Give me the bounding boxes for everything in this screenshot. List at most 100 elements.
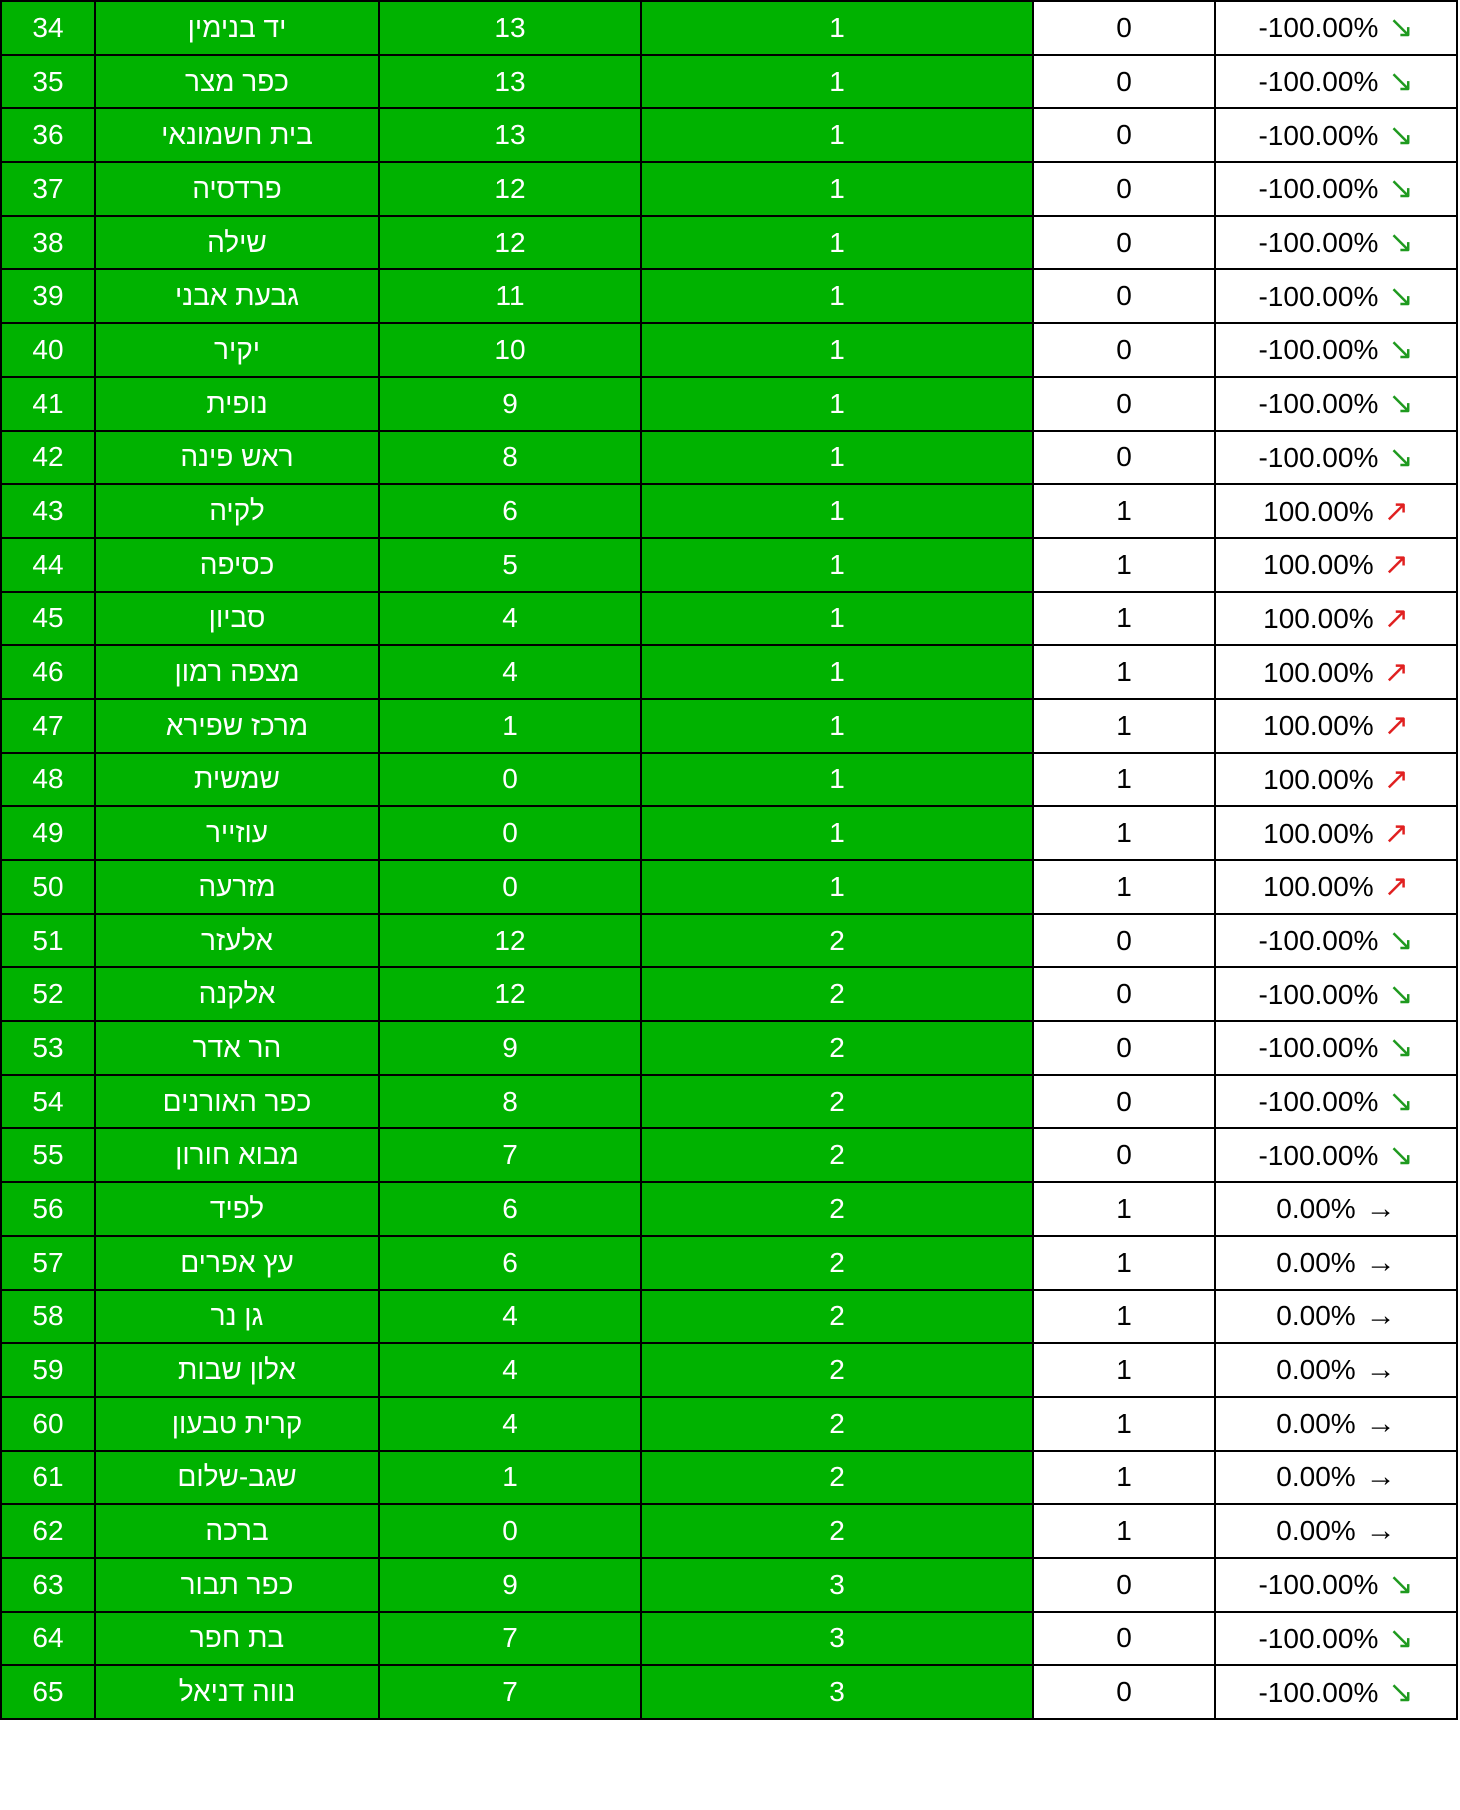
rank-cell: 50 (0, 859, 96, 915)
arrow-up-right-icon: ↗ (1383, 816, 1409, 850)
arrow-down-right-icon: ↘ (1388, 11, 1414, 45)
name-cell: ראש פינה (94, 429, 380, 486)
value-b-cell: 1 (640, 859, 1034, 915)
name-cell: אלעזר (94, 912, 380, 969)
name-cell: שגב-שלום (94, 1449, 380, 1506)
change-cell: -100.00% ↘ (1214, 912, 1458, 969)
value-c-cell: 1 (1032, 859, 1216, 915)
change-percent: -100.00% (1258, 1569, 1379, 1601)
value-b-cell: 1 (640, 644, 1034, 700)
change-cell: -100.00% ↘ (1214, 1127, 1458, 1184)
name-cell: פרדסיה (94, 161, 380, 217)
value-a-cell: 13 (378, 107, 642, 164)
change-percent: -100.00% (1258, 227, 1379, 259)
change-percent: 100.00% (1263, 710, 1374, 742)
name-cell: שמשית (94, 751, 380, 808)
change-percent: 0.00% (1276, 1461, 1356, 1493)
change-percent: 0.00% (1276, 1515, 1356, 1547)
table-row: 37 פרדסיה 12 1 0 -100.00% ↘ (0, 161, 1458, 217)
value-b-cell: 2 (640, 1503, 1034, 1559)
value-b-cell: 1 (640, 53, 1034, 110)
rank-cell: 53 (0, 1020, 96, 1076)
value-c-cell: 0 (1032, 375, 1216, 432)
name-cell: יד בנימין (94, 0, 380, 56)
name-cell: כפר מצר (94, 53, 380, 110)
rank-cell: 56 (0, 1181, 96, 1237)
value-b-cell: 1 (640, 536, 1034, 593)
change-percent: -100.00% (1258, 66, 1379, 98)
value-c-cell: 0 (1032, 53, 1216, 110)
value-a-cell: 6 (378, 483, 642, 539)
change-cell: -100.00% ↘ (1214, 429, 1458, 486)
rank-cell: 60 (0, 1395, 96, 1452)
table-row: 59 אלון שבות 4 2 1 0.00% → (0, 1342, 1458, 1398)
rank-cell: 62 (0, 1503, 96, 1559)
value-c-cell: 1 (1032, 1395, 1216, 1452)
change-cell: -100.00% ↘ (1214, 268, 1458, 325)
table-row: 35 כפר מצר 13 1 0 -100.00% ↘ (0, 53, 1458, 110)
arrow-down-right-icon: ↘ (1388, 172, 1414, 206)
change-percent: 0.00% (1276, 1300, 1356, 1332)
name-cell: אלקנה (94, 966, 380, 1023)
value-c-cell: 1 (1032, 590, 1216, 647)
rank-cell: 65 (0, 1664, 96, 1720)
change-cell: 0.00% → (1214, 1181, 1458, 1237)
value-a-cell: 13 (378, 0, 642, 56)
change-percent: -100.00% (1258, 978, 1379, 1010)
arrow-up-right-icon: ↗ (1383, 548, 1409, 582)
value-c-cell: 0 (1032, 107, 1216, 164)
change-cell: 100.00% ↗ (1214, 751, 1458, 808)
name-cell: נווה דניאל (94, 1664, 380, 1720)
change-percent: -100.00% (1258, 925, 1379, 957)
arrow-down-right-icon: ↘ (1388, 65, 1414, 99)
arrow-up-right-icon: ↗ (1383, 709, 1409, 743)
change-percent: 0.00% (1276, 1192, 1356, 1224)
arrow-right-icon: → (1365, 1514, 1396, 1548)
table-row: 45 סביון 4 1 1 100.00% ↗ (0, 590, 1458, 647)
value-a-cell: 6 (378, 1234, 642, 1291)
value-c-cell: 0 (1032, 0, 1216, 56)
rank-cell: 61 (0, 1449, 96, 1506)
rank-cell: 46 (0, 644, 96, 700)
value-c-cell: 1 (1032, 1449, 1216, 1506)
rank-cell: 41 (0, 375, 96, 432)
rank-cell: 58 (0, 1288, 96, 1345)
change-cell: -100.00% ↘ (1214, 53, 1458, 110)
table-row: 36 בית חשמונאי 13 1 0 -100.00% ↘ (0, 107, 1458, 164)
value-a-cell: 12 (378, 912, 642, 969)
table-row: 61 שגב-שלום 1 2 1 0.00% → (0, 1449, 1458, 1506)
arrow-up-right-icon: ↗ (1383, 870, 1409, 904)
value-c-cell: 1 (1032, 1181, 1216, 1237)
value-a-cell: 4 (378, 590, 642, 647)
value-c-cell: 0 (1032, 966, 1216, 1023)
change-percent: -100.00% (1258, 1086, 1379, 1118)
value-b-cell: 1 (640, 805, 1034, 861)
rank-cell: 42 (0, 429, 96, 486)
rank-cell: 45 (0, 590, 96, 647)
change-percent: -100.00% (1258, 1622, 1379, 1654)
value-b-cell: 1 (640, 590, 1034, 647)
value-a-cell: 8 (378, 429, 642, 486)
rank-cell: 40 (0, 322, 96, 378)
change-percent: -100.00% (1258, 388, 1379, 420)
arrow-down-right-icon: ↘ (1388, 226, 1414, 260)
rank-cell: 63 (0, 1556, 96, 1613)
name-cell: לקיה (94, 483, 380, 539)
arrow-down-right-icon: ↘ (1388, 1675, 1414, 1709)
change-cell: 0.00% → (1214, 1395, 1458, 1452)
arrow-right-icon: → (1365, 1353, 1396, 1387)
value-c-cell: 0 (1032, 268, 1216, 325)
value-a-cell: 5 (378, 536, 642, 593)
table-row: 41 נופית 9 1 0 -100.00% ↘ (0, 375, 1458, 432)
rank-cell: 38 (0, 214, 96, 271)
value-b-cell: 2 (640, 912, 1034, 969)
rank-cell: 57 (0, 1234, 96, 1291)
arrow-down-right-icon: ↘ (1388, 1031, 1414, 1065)
table-row: 49 עוזייר 0 1 1 100.00% ↗ (0, 805, 1458, 861)
name-cell: מזרעה (94, 859, 380, 915)
change-percent: 100.00% (1263, 656, 1374, 688)
change-percent: 100.00% (1263, 871, 1374, 903)
table-body: 34 יד בנימין 13 1 0 -100.00% ↘ 35 כפר מצר 13 1 0 -10… (0, 0, 1458, 1720)
value-a-cell: 1 (378, 1449, 642, 1506)
arrow-down-right-icon: ↘ (1388, 333, 1414, 367)
